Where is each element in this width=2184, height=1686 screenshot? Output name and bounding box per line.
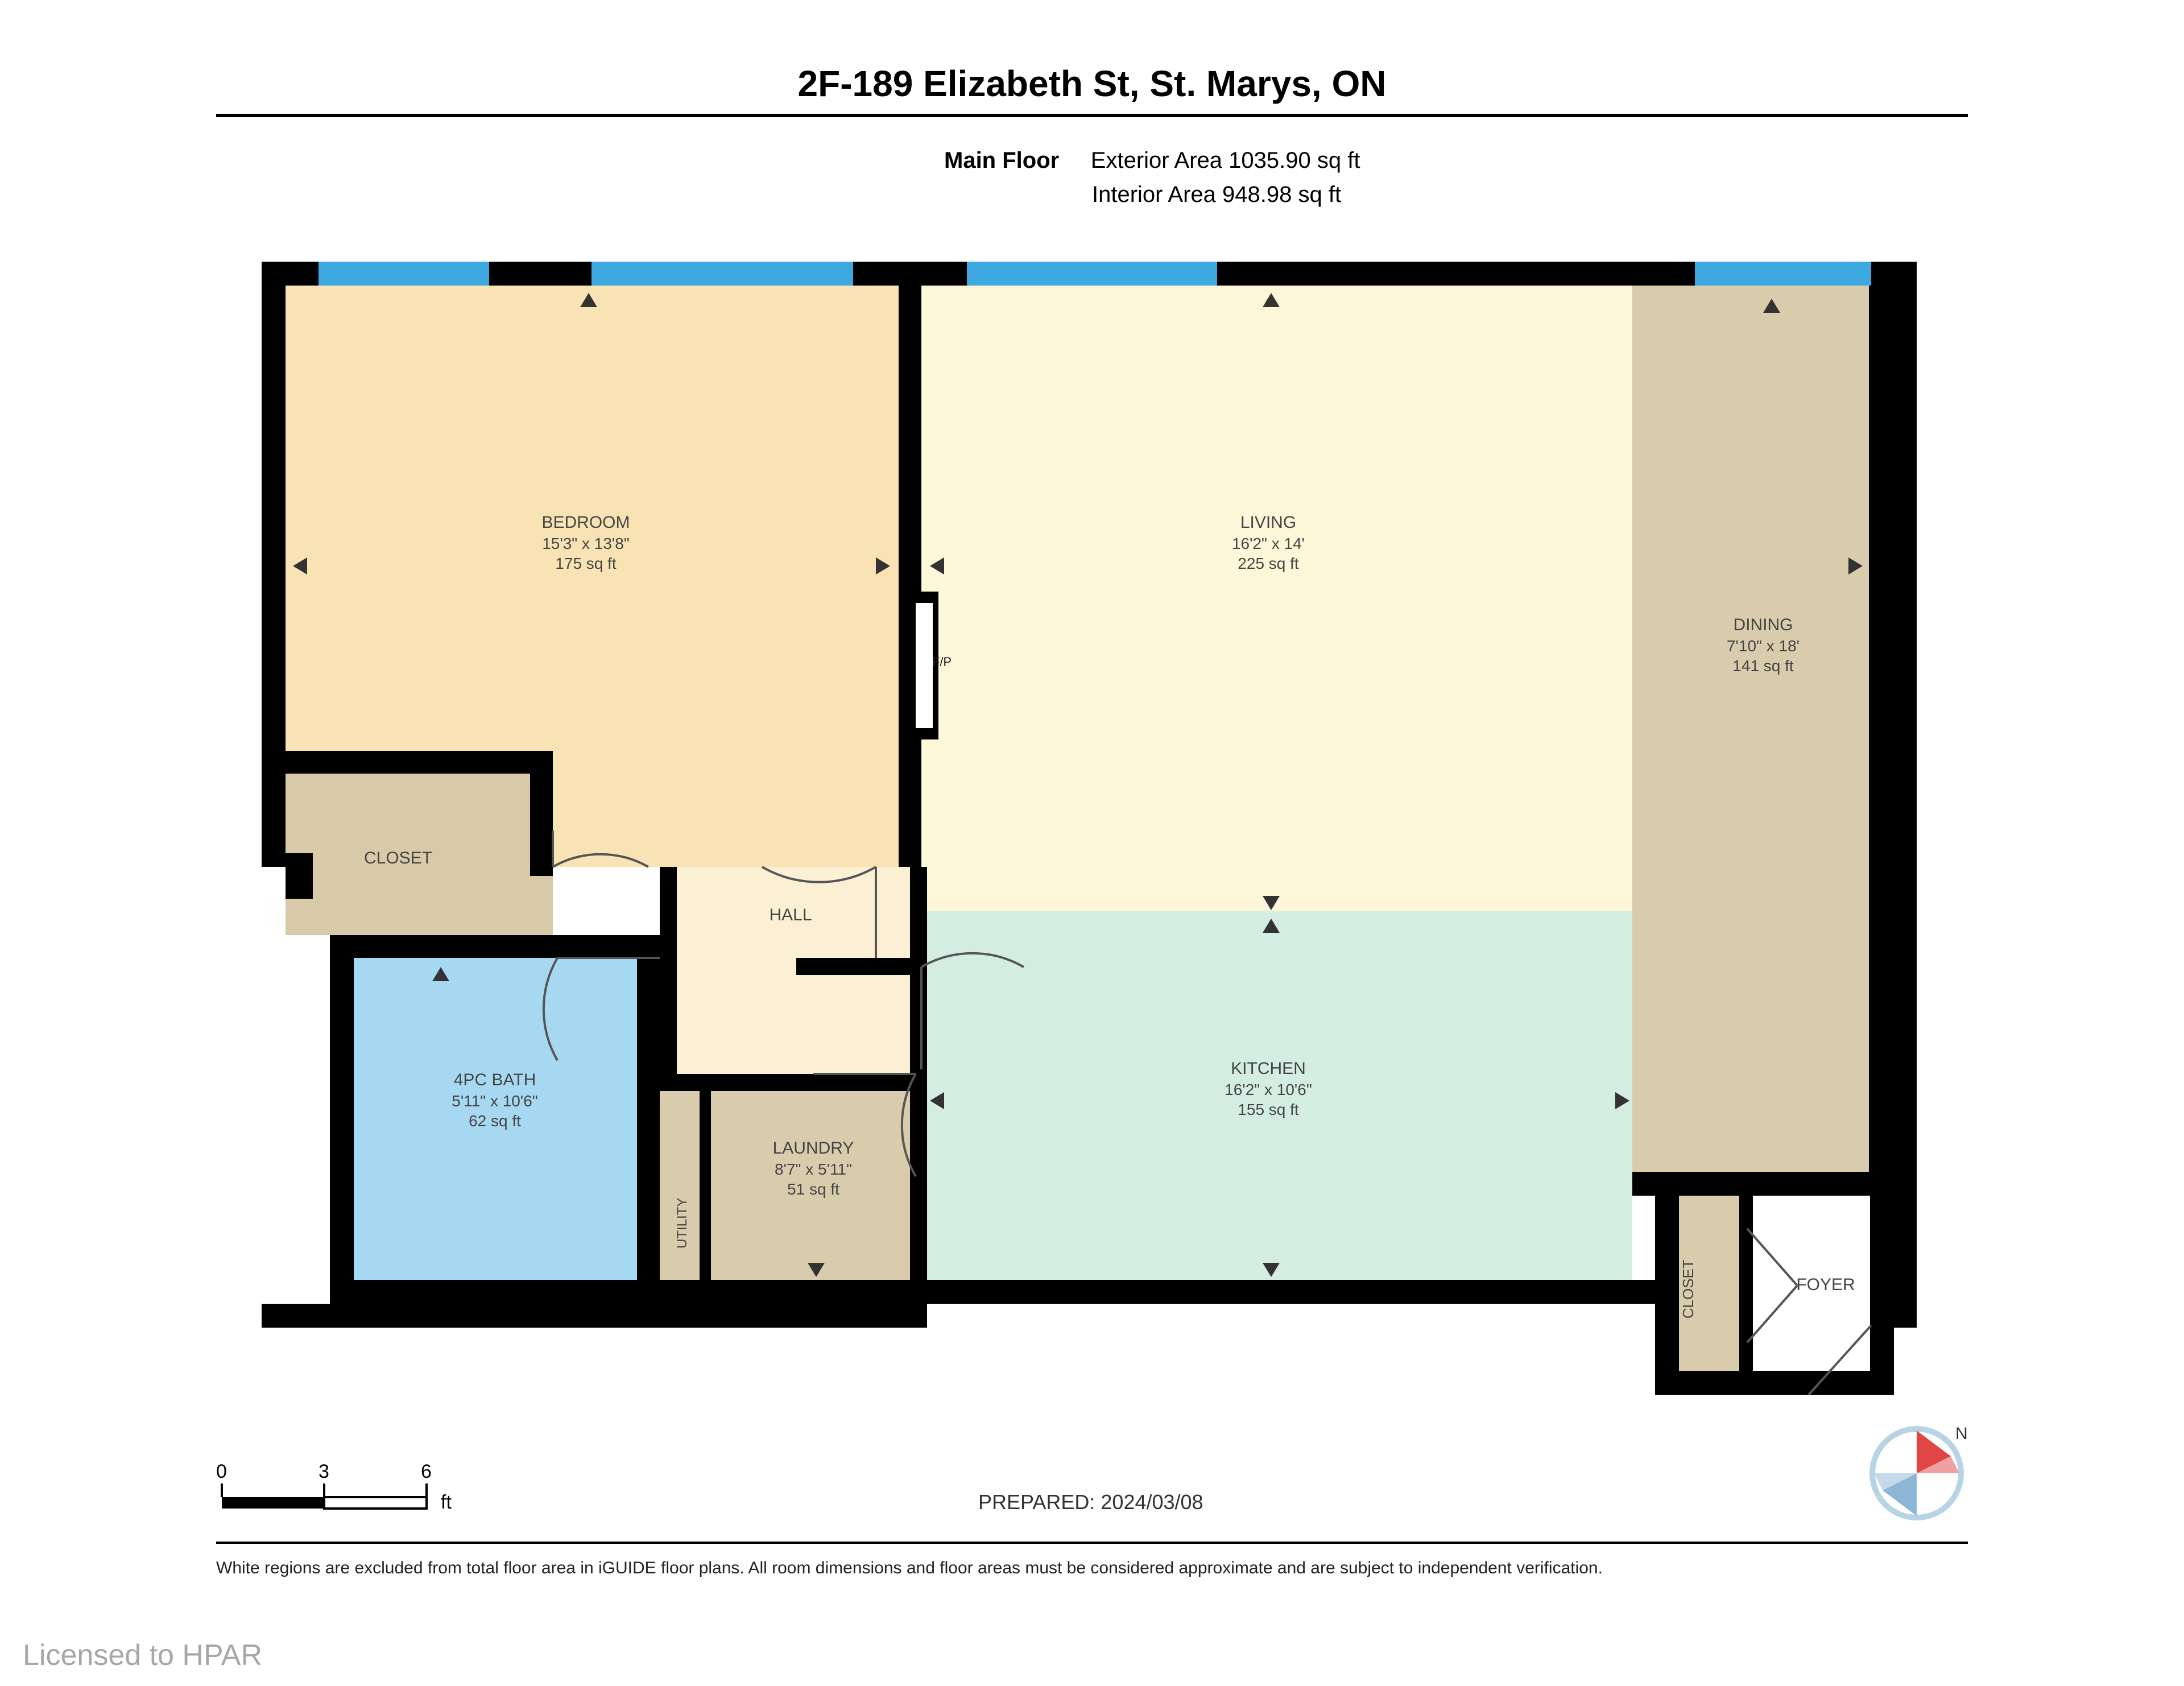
license-watermark: Licensed to HPAR: [23, 1638, 262, 1672]
prepared-date: PREPARED: 2024/03/08: [978, 1490, 1203, 1514]
window: [967, 262, 1217, 286]
interior-area-label: Interior Area: [1092, 182, 1216, 207]
footer-rule: [216, 1542, 1968, 1544]
scale-tick-2: 6: [421, 1462, 432, 1482]
page-title: 2F-189 Elizabeth St, St. Marys, ON: [0, 63, 2184, 105]
hall-label: HALL: [734, 904, 847, 926]
window: [318, 262, 489, 286]
floor-info: Main Floor Exterior Area 1035.90 sq ft: [944, 148, 1360, 173]
svg-text:ft: ft: [441, 1491, 452, 1513]
living-label: LIVING 16'2" x 14' 225 sq ft: [1183, 512, 1354, 573]
window: [592, 262, 853, 286]
fireplace-label: F/P: [919, 654, 965, 670]
closet-foyer-label: CLOSET: [1679, 1232, 1698, 1346]
foyer-label: FOYER: [1774, 1274, 1877, 1296]
scale-tick-0: 0: [216, 1462, 227, 1482]
bath-label: 4PC BATH 5'11" x 10'6" 62 sq ft: [410, 1069, 580, 1131]
scale-tick-1: 3: [318, 1462, 329, 1482]
laundry-label: LAUNDRY 8'7" x 5'11" 51 sq ft: [728, 1138, 899, 1199]
bedroom-label: BEDROOM 15'3" x 13'8" 175 sq ft: [500, 512, 671, 573]
svg-text:N: N: [1955, 1424, 1968, 1443]
compass-icon: N: [1866, 1422, 1968, 1527]
kitchen-label: KITCHEN 16'2" x 10'6" 155 sq ft: [1183, 1058, 1354, 1119]
scale-bar: 0 3 6 ft: [216, 1462, 489, 1519]
exterior-area-label: Exterior Area: [1091, 148, 1222, 173]
closet-bedroom-label: CLOSET: [336, 848, 461, 869]
floor-plan: BEDROOM 15'3" x 13'8" 175 sq ft CLOSET L…: [262, 262, 1917, 1395]
floor-label: Main Floor: [944, 148, 1059, 173]
exterior-area-value: 1035.90 sq ft: [1228, 148, 1360, 173]
disclaimer-text: White regions are excluded from total fl…: [216, 1559, 1968, 1578]
floorplan-page: 2F-189 Elizabeth St, St. Marys, ON Main …: [0, 0, 2184, 1686]
interior-area-value: 948.98 sq ft: [1222, 182, 1341, 207]
window: [1695, 262, 1871, 286]
utility-label: UTILITY: [674, 1203, 691, 1249]
title-rule: [216, 114, 1968, 117]
dining-label: DINING 7'10" x 18' 141 sq ft: [1678, 614, 1848, 676]
interior-info: Interior Area 948.98 sq ft: [1092, 182, 1341, 208]
